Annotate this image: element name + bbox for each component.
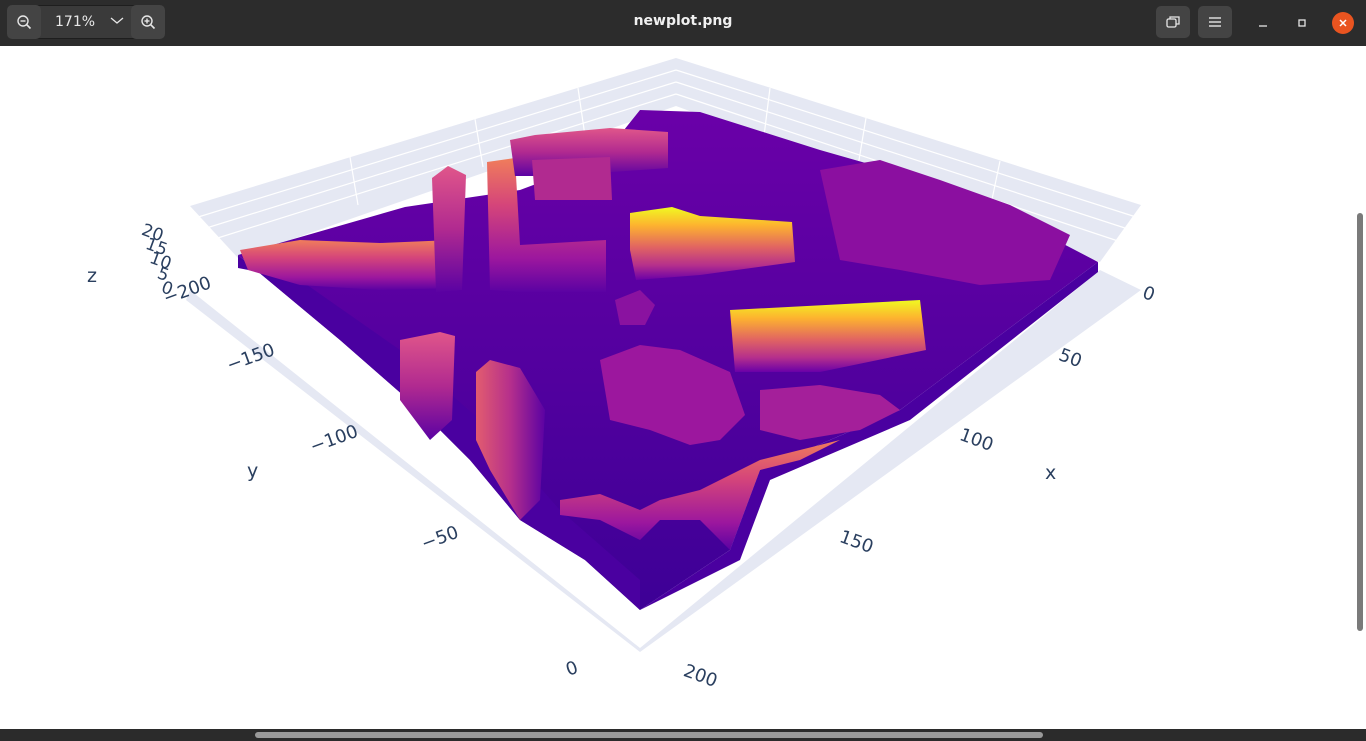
x-tick-200: 200 (681, 660, 720, 691)
main-menu-button[interactable] (1198, 6, 1232, 38)
close-button[interactable] (1332, 12, 1354, 34)
window-title: newplot.png (633, 13, 733, 29)
x-tick-0: 0 (1140, 282, 1158, 306)
x-tick-150: 150 (837, 526, 876, 557)
front-left-wall (238, 255, 640, 610)
building-front-left-wall (400, 332, 455, 440)
y-tick-minus-100: −100 (307, 421, 361, 458)
z-axis-title: z (87, 265, 97, 287)
horizontal-scrollbar[interactable] (0, 729, 1366, 741)
z-axis-ticks: 20 15 10 5 0 (139, 220, 176, 300)
trees-cluster-front (760, 385, 900, 440)
grid-planes (186, 58, 1141, 652)
building-column-center (487, 158, 606, 292)
zoom-out-icon (17, 15, 32, 30)
building-yellow-right (730, 300, 926, 372)
x-tick-50: 50 (1056, 344, 1085, 372)
vertical-scroll-thumb[interactable] (1357, 213, 1363, 631)
maximize-button[interactable] (1291, 12, 1313, 34)
building-front-ridge (476, 360, 545, 520)
trees-cluster-right (820, 160, 1070, 285)
zoom-in-button[interactable] (131, 5, 165, 39)
close-icon (1339, 19, 1347, 27)
zoom-out-button[interactable] (7, 5, 41, 39)
zoom-in-icon (141, 15, 156, 30)
maximize-icon (1298, 19, 1306, 27)
minimize-icon (1259, 25, 1267, 27)
building-front-step (560, 440, 840, 550)
building-yellow-center (630, 207, 795, 280)
trees-cluster-center (600, 345, 745, 445)
zoom-level-dropdown[interactable]: 171% (41, 5, 131, 39)
image-viewport[interactable]: 0 50 100 150 200 −200 −150 −100 −50 0 20… (0, 46, 1354, 729)
chevron-down-icon (110, 17, 124, 24)
y-tick-minus-50: −50 (419, 522, 462, 555)
building-long-back-left (240, 240, 455, 290)
y-axis-title: y (247, 460, 258, 482)
minimize-button[interactable] (1252, 12, 1274, 34)
back-grid-plane-right (676, 58, 1141, 262)
horizontal-scroll-thumb[interactable] (255, 732, 1043, 738)
fit-window-icon (1166, 16, 1180, 28)
front-right-wall (640, 262, 1098, 610)
surface-terrain (238, 110, 1098, 610)
building-back-block (532, 157, 612, 200)
mound-small (615, 290, 655, 325)
surface-plot-image: 0 50 100 150 200 −200 −150 −100 −50 0 20… (87, 58, 1158, 692)
vertical-scrollbar[interactable] (1354, 46, 1366, 729)
building-tower-left (432, 166, 466, 292)
x-axis-title: x (1045, 462, 1056, 484)
title-bar: 171% newplot.png (0, 0, 1366, 46)
zoom-level-value: 171% (55, 14, 96, 30)
hamburger-menu-icon (1209, 17, 1221, 27)
x-tick-100: 100 (957, 424, 996, 455)
zoom-controls: 171% (7, 5, 165, 39)
y-tick-0: 0 (563, 657, 581, 681)
fit-window-button[interactable] (1156, 6, 1190, 38)
